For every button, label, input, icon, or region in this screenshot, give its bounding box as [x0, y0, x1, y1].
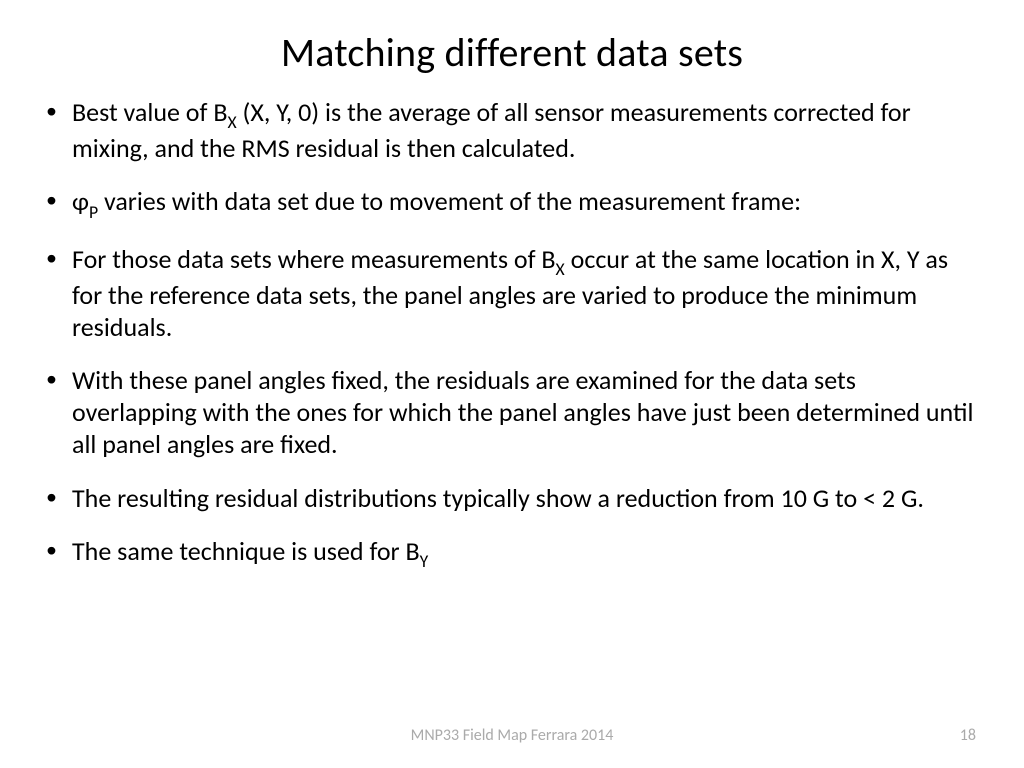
- bullet-2-subscript: P: [89, 201, 98, 223]
- bullet-1: Best value of BX (X, Y, 0) is the averag…: [40, 97, 984, 164]
- bullet-5: The resulting residual distributions typ…: [40, 483, 984, 515]
- slide-footer: MNP33 Field Map Ferrara 2014 18: [0, 726, 1024, 750]
- bullet-6-subscript: Y: [420, 550, 429, 572]
- bullet-4-text: With these panel angles fixed, the resid…: [72, 364, 973, 459]
- bullet-3: For those data sets where measurements o…: [40, 244, 984, 343]
- bullet-2-text-post: varies with data set due to movement of …: [98, 185, 801, 217]
- bullet-1-subscript: X: [227, 111, 236, 133]
- slide-title: Matching different data sets: [40, 28, 984, 77]
- footer-text: MNP33 Field Map Ferrara 2014: [0, 726, 1024, 745]
- bullet-6: The same technique is used for BY: [40, 536, 984, 572]
- bullet-3-subscript: X: [556, 258, 565, 280]
- bullet-2: φP varies with data set due to movement …: [40, 186, 984, 222]
- bullet-list: Best value of BX (X, Y, 0) is the averag…: [40, 97, 984, 572]
- bullet-6-text-pre: The same technique is used for B: [72, 535, 420, 567]
- bullet-2-text-pre: φ: [72, 185, 89, 217]
- bullet-5-text: The resulting residual distributions typ…: [72, 482, 924, 514]
- bullet-1-text-pre: Best value of B: [72, 96, 227, 128]
- bullet-4: With these panel angles fixed, the resid…: [40, 365, 984, 460]
- slide: Matching different data sets Best value …: [0, 0, 1024, 768]
- bullet-3-text-pre: For those data sets where measurements o…: [72, 243, 556, 275]
- page-number: 18: [960, 726, 976, 745]
